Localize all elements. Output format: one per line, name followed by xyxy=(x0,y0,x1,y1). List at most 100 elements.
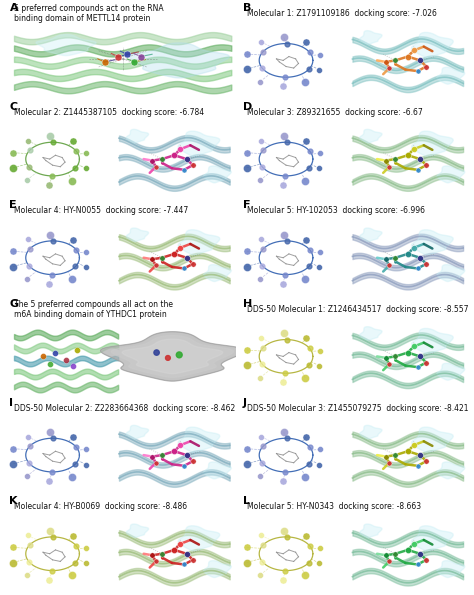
Point xyxy=(68,472,75,481)
Point xyxy=(181,165,188,174)
Point xyxy=(257,333,265,343)
Point xyxy=(416,450,424,460)
Point xyxy=(259,64,266,73)
Point xyxy=(26,244,34,253)
Point xyxy=(152,557,160,566)
Point xyxy=(305,163,313,173)
Point xyxy=(392,549,399,559)
Point xyxy=(183,154,191,164)
Point xyxy=(148,550,156,560)
Polygon shape xyxy=(411,32,453,58)
Point xyxy=(46,526,54,536)
Point xyxy=(9,459,17,469)
Polygon shape xyxy=(437,67,465,84)
Point xyxy=(48,566,56,575)
Point xyxy=(243,163,250,173)
Point xyxy=(130,57,138,67)
Point xyxy=(414,165,421,174)
Point xyxy=(82,543,90,553)
Point xyxy=(305,64,313,74)
Point xyxy=(279,477,286,486)
Point xyxy=(256,77,264,86)
Point xyxy=(9,444,17,453)
Point xyxy=(175,350,183,359)
Polygon shape xyxy=(203,560,231,578)
Text: Molecular 4: HY-N0055  docking score: -7.447: Molecular 4: HY-N0055 docking score: -7.… xyxy=(14,206,188,215)
Point xyxy=(82,559,90,568)
Point xyxy=(392,154,399,164)
Point xyxy=(385,359,393,369)
Point xyxy=(152,162,160,171)
Point xyxy=(72,558,79,567)
Point xyxy=(23,274,30,284)
Point xyxy=(279,575,286,584)
Polygon shape xyxy=(411,427,453,452)
Point xyxy=(24,531,31,540)
Point xyxy=(306,48,313,57)
Point xyxy=(316,149,324,158)
Polygon shape xyxy=(360,327,382,340)
Polygon shape xyxy=(127,129,148,143)
Point xyxy=(282,566,289,575)
Point xyxy=(414,67,421,76)
Point xyxy=(316,444,324,454)
Point xyxy=(49,434,57,443)
Point xyxy=(404,348,411,358)
Point xyxy=(72,459,79,469)
Polygon shape xyxy=(122,339,223,374)
Point xyxy=(177,440,184,450)
Point xyxy=(69,432,76,441)
Point xyxy=(404,446,411,456)
Point xyxy=(257,136,265,145)
Point xyxy=(259,162,266,172)
Point xyxy=(410,46,418,55)
Point xyxy=(416,154,424,164)
Point xyxy=(283,39,291,48)
Point xyxy=(302,334,310,343)
Point xyxy=(158,253,166,262)
Point xyxy=(316,346,324,355)
Text: G: G xyxy=(9,299,18,309)
Point xyxy=(306,541,313,550)
Point xyxy=(68,176,75,186)
Point xyxy=(306,146,313,156)
Point xyxy=(256,274,264,284)
Point xyxy=(9,148,17,158)
Point xyxy=(282,171,289,181)
Text: Molecular 4: HY-B0069  docking score: -8.486: Molecular 4: HY-B0069 docking score: -8.… xyxy=(14,502,187,511)
Point xyxy=(158,154,166,164)
Point xyxy=(410,440,418,450)
Point xyxy=(26,441,34,451)
Polygon shape xyxy=(203,166,231,183)
Polygon shape xyxy=(203,462,231,479)
Point xyxy=(49,137,57,147)
Point xyxy=(48,171,56,181)
Text: F: F xyxy=(243,201,250,210)
Polygon shape xyxy=(360,31,382,44)
Point xyxy=(243,246,251,256)
Point xyxy=(279,279,286,289)
Point xyxy=(306,343,313,353)
Point xyxy=(282,368,289,378)
Polygon shape xyxy=(360,524,382,537)
Point xyxy=(243,345,251,355)
Point xyxy=(73,245,80,255)
Point xyxy=(153,348,160,358)
Point xyxy=(177,539,184,549)
Point xyxy=(414,560,421,569)
Point xyxy=(280,328,288,338)
Point xyxy=(189,555,197,565)
Point xyxy=(256,176,264,185)
Point xyxy=(48,467,56,477)
Polygon shape xyxy=(178,131,220,156)
Point xyxy=(256,373,264,383)
Point xyxy=(82,164,90,173)
Point xyxy=(82,248,90,257)
Point xyxy=(316,164,323,173)
Point xyxy=(9,262,17,271)
Point xyxy=(302,432,310,441)
Text: K: K xyxy=(9,496,18,506)
Text: Molecular 1: Z1791109186  docking score: -7.026: Molecular 1: Z1791109186 docking score: … xyxy=(247,9,438,18)
Polygon shape xyxy=(100,332,244,381)
Point xyxy=(46,477,53,486)
